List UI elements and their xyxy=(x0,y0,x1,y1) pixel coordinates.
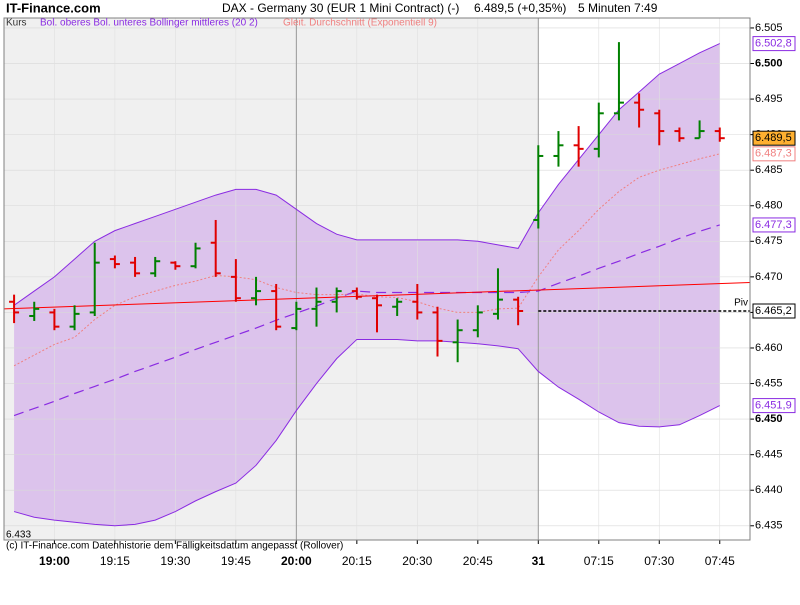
brand: IT-Finance.com xyxy=(6,0,101,15)
band-lower xyxy=(13,338,720,527)
upper-label: 6.502,8 xyxy=(755,38,792,50)
y-tick-label: 6.475 xyxy=(755,235,783,247)
lower-label-box xyxy=(752,398,796,414)
pivot-value-box xyxy=(752,303,796,319)
y-tick-label: 6.445 xyxy=(755,449,783,461)
lower-label: 6.451,9 xyxy=(755,399,792,411)
x-tick-label: 31 xyxy=(532,554,546,568)
x-tick-label: 20:15 xyxy=(342,554,372,568)
x-tick-label: 19:30 xyxy=(160,554,190,568)
y-tick-label: 6.470 xyxy=(755,271,783,283)
y-tick-label: 6.485 xyxy=(755,164,783,176)
chart-title: DAX - Germany 30 (EUR 1 Mini Contract) (… xyxy=(222,1,459,15)
x-tick-label: 19:00 xyxy=(39,554,70,568)
last-price: 6.489,5 xyxy=(755,132,792,144)
band-middle xyxy=(13,224,720,417)
middle-label: 6.477,3 xyxy=(755,219,792,231)
legend-ema: Gleit. Durchschnitt (Exponentiell 9) xyxy=(283,18,437,29)
x-tick-label: 07:15 xyxy=(584,554,614,568)
legend-price: Kurs xyxy=(6,18,27,29)
x-tick-label: 20:00 xyxy=(281,554,312,568)
ema-label: 6.487,3 xyxy=(755,148,792,160)
ema-label-box xyxy=(752,146,796,162)
y-tick-label: 6.450 xyxy=(755,413,783,425)
upper-label-box xyxy=(752,36,796,52)
footer: (c) IT-Finance.com Datenhistorie dem Fäl… xyxy=(6,541,343,552)
y-tick-label: 6.460 xyxy=(755,342,783,354)
y-tick-label: 6.440 xyxy=(755,484,783,496)
y-tick-label: 6.505 xyxy=(755,22,783,34)
ylim-label: 6.433 xyxy=(6,530,31,541)
y-tick-label: 6.455 xyxy=(755,377,783,389)
pivot-value: 6.465,2 xyxy=(755,305,792,317)
x-tick-label: 20:30 xyxy=(402,554,432,568)
y-tick-label: 6.500 xyxy=(755,57,783,69)
legend-bollinger: Bol. oberes Bol. unteres Bollinger mittl… xyxy=(40,18,258,29)
quote: 6.489,5 (+0,35%) xyxy=(474,1,566,15)
x-tick-label: 20:45 xyxy=(463,554,493,568)
plot-frame xyxy=(3,17,751,541)
y-tick-label: 6.495 xyxy=(755,93,783,105)
ema-line xyxy=(13,153,720,367)
pivot-label: Piv xyxy=(734,298,748,309)
band-upper xyxy=(13,43,720,306)
y-tick-label: 6.480 xyxy=(755,200,783,212)
x-tick-label: 07:45 xyxy=(705,554,735,568)
x-tick-label: 19:45 xyxy=(221,554,251,568)
middle-label-box xyxy=(752,217,796,233)
x-tick-label: 19:15 xyxy=(100,554,130,568)
x-tick-label: 07:30 xyxy=(644,554,674,568)
interval: 5 Minuten 7:49 xyxy=(578,1,658,15)
y-tick-label: 6.435 xyxy=(755,520,783,532)
band-fill xyxy=(14,43,720,526)
plot: Piv xyxy=(3,17,754,544)
last-price-box xyxy=(752,130,796,146)
